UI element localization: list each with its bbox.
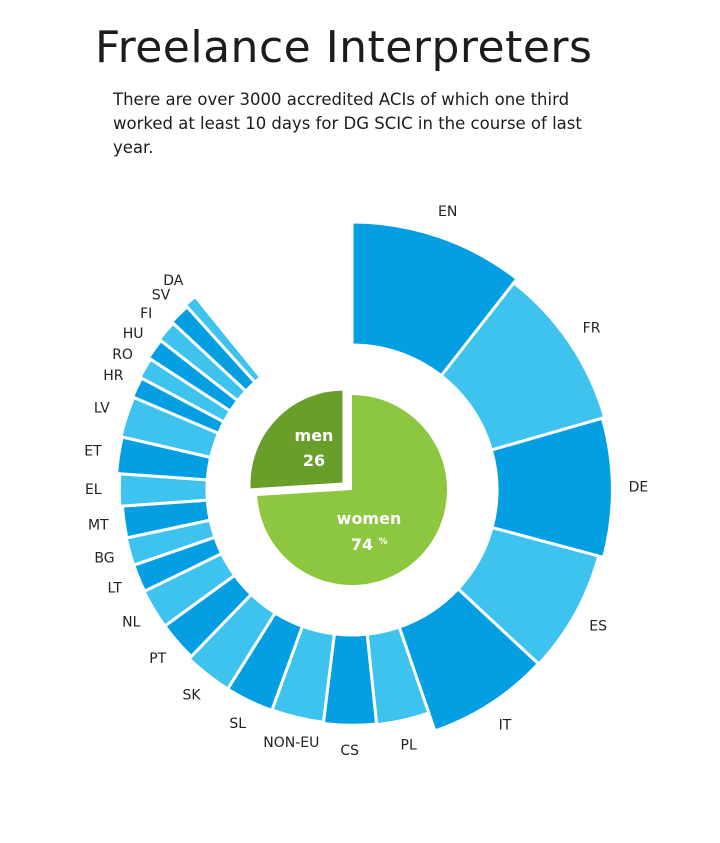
label-el: EL <box>85 482 102 498</box>
pie-value-men: 26 <box>303 451 325 470</box>
pie-unit-women: % <box>378 537 387 547</box>
label-sl: SL <box>229 716 246 732</box>
label-fr: FR <box>583 320 601 336</box>
bar-da <box>183 294 263 384</box>
label-et: ET <box>84 443 102 459</box>
label-bg: BG <box>94 551 114 567</box>
label-pt: PT <box>149 651 166 667</box>
label-it: IT <box>499 717 512 733</box>
label-sv: SV <box>152 288 171 304</box>
label-nl: NL <box>122 615 140 631</box>
bar-fr <box>439 281 607 452</box>
pie-slice-men-group <box>247 387 346 492</box>
page-subtitle: There are over 3000 accredited ACIs of w… <box>113 90 582 157</box>
bar-en <box>350 220 519 378</box>
pie-slice-women <box>257 395 447 585</box>
label-non-eu: NON-EU <box>263 735 319 751</box>
label-pl: PL <box>401 738 417 754</box>
language-labels: EN FR DE ES IT PL CS NON-EU SL SK PT NL LT BG MT EL ET LV… <box>84 204 648 759</box>
label-de: DE <box>629 480 649 496</box>
label-da: DA <box>163 273 184 289</box>
label-lt: LT <box>108 580 123 596</box>
label-mt: MT <box>88 518 109 534</box>
bar-it <box>397 587 540 733</box>
pie-value-women: 74 <box>351 535 373 554</box>
label-es: ES <box>589 618 607 634</box>
label-lv: LV <box>94 401 110 417</box>
language-bars <box>115 220 614 733</box>
bar-de <box>489 416 614 559</box>
label-ro: RO <box>112 347 133 363</box>
page-title: Freelance Interpreters <box>95 22 593 73</box>
gender-pie: men 26 women 74% <box>247 387 447 585</box>
label-fi: FI <box>140 306 152 322</box>
label-sk: SK <box>183 687 202 703</box>
pie-slice-men <box>247 387 346 492</box>
label-hu: HU <box>123 326 144 342</box>
label-cs: CS <box>340 743 359 759</box>
pie-label-women: women <box>337 509 402 528</box>
pie-label-men: men <box>295 426 334 445</box>
label-en: EN <box>438 204 457 220</box>
label-hr: HR <box>103 368 124 384</box>
